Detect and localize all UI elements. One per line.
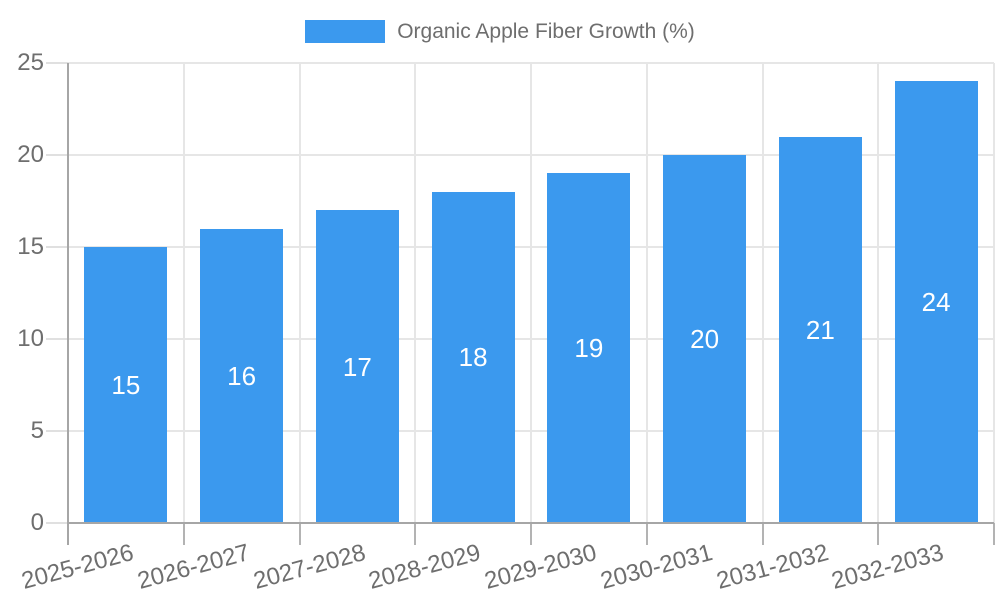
y-tick-label: 15 (17, 233, 44, 260)
y-tick-label: 0 (30, 509, 44, 536)
y-tick-mark (46, 62, 68, 64)
bar[interactable] (84, 247, 168, 523)
v-gridline (993, 63, 995, 523)
h-gridline (68, 62, 994, 64)
bar[interactable] (778, 136, 862, 523)
y-tick-label: 25 (17, 49, 44, 76)
bar[interactable] (431, 191, 515, 523)
x-tick-label: 2028-2029 (365, 539, 484, 595)
x-tick-label: 2031-2032 (713, 539, 832, 595)
x-tick-mark (877, 523, 880, 545)
v-gridline (877, 63, 880, 523)
x-tick-mark (645, 523, 648, 545)
v-gridline (182, 63, 185, 523)
x-tick-mark (761, 523, 764, 545)
y-tick-mark (46, 338, 68, 340)
v-gridline (530, 63, 532, 523)
bar[interactable] (547, 173, 631, 523)
x-tick-label: 2030-2031 (597, 539, 716, 595)
x-tick-label: 2029-2030 (481, 539, 600, 595)
bar[interactable] (200, 228, 284, 523)
x-tick-mark (182, 523, 185, 545)
y-axis-line (67, 63, 69, 545)
bar[interactable] (894, 81, 978, 523)
y-tick-label: 5 (30, 417, 44, 444)
x-tick-mark (530, 523, 532, 545)
y-tick-mark (46, 430, 68, 432)
x-tick-mark (298, 523, 301, 545)
chart-legend[interactable]: Organic Apple Fiber Growth (%) (0, 20, 1000, 43)
v-gridline (414, 63, 417, 523)
y-tick-label: 10 (17, 325, 44, 352)
legend-label: Organic Apple Fiber Growth (%) (397, 20, 695, 43)
y-tick-mark (46, 246, 68, 248)
x-tick-mark (414, 523, 417, 545)
v-gridline (645, 63, 648, 523)
y-tick-mark (46, 522, 68, 524)
bar[interactable] (663, 155, 747, 523)
x-tick-mark (993, 523, 995, 545)
x-tick-label: 2032-2033 (828, 539, 947, 595)
x-tick-label: 2027-2028 (250, 539, 369, 595)
bar[interactable] (315, 210, 399, 523)
x-tick-label: 2025-2026 (18, 539, 137, 595)
x-tick-label: 2026-2027 (134, 539, 253, 595)
y-tick-mark (46, 154, 68, 156)
legend-swatch (305, 20, 386, 43)
v-gridline (761, 63, 764, 523)
v-gridline (298, 63, 301, 523)
y-tick-label: 20 (17, 141, 44, 168)
